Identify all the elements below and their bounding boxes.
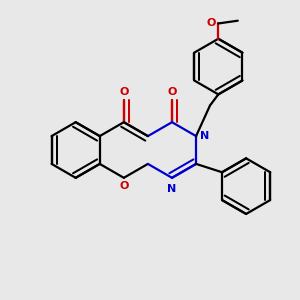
Text: O: O: [119, 181, 128, 191]
Text: N: N: [200, 131, 209, 141]
Text: O: O: [119, 87, 128, 97]
Text: O: O: [167, 87, 177, 97]
Text: O: O: [206, 19, 216, 28]
Text: N: N: [167, 184, 177, 194]
